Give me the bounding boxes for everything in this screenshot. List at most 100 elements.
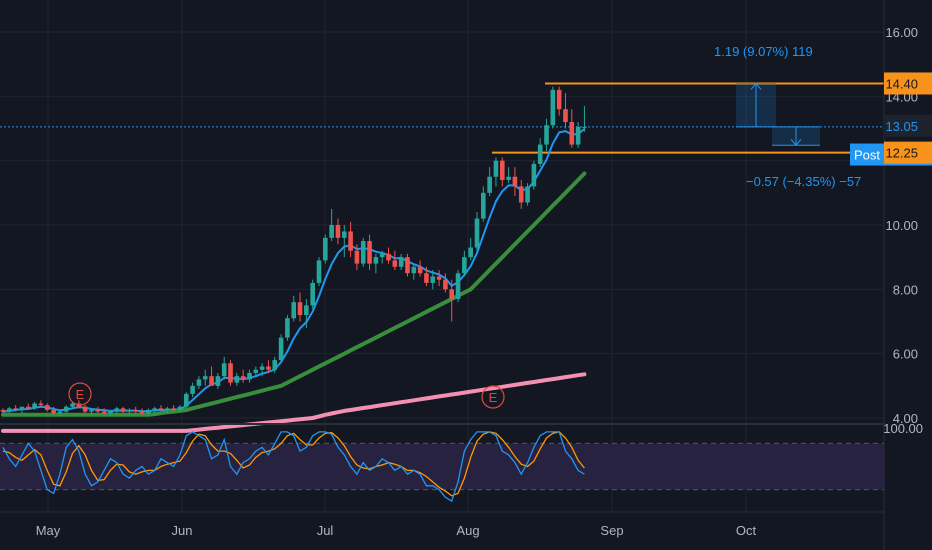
candle-body xyxy=(70,403,75,407)
candle-body xyxy=(139,411,145,414)
candle-body xyxy=(285,318,290,338)
candle-body xyxy=(101,411,107,414)
candle-body xyxy=(436,276,442,280)
candle-body xyxy=(348,231,353,251)
time-axis[interactable]: May Jun Jul Aug Sep Oct xyxy=(36,523,757,538)
candle-body xyxy=(323,237,328,261)
candle-body xyxy=(544,125,549,145)
moving-averages xyxy=(1,128,587,433)
candle-body xyxy=(379,253,385,258)
candle-body xyxy=(146,409,151,414)
price-tag-label: 13.05 xyxy=(885,119,918,134)
time-tick-label: Aug xyxy=(456,523,479,538)
candle-body xyxy=(386,253,391,261)
candle-body xyxy=(556,89,562,110)
candle-body xyxy=(582,126,587,128)
price-tick-label: 4.00 xyxy=(893,411,918,426)
moving-average-fast xyxy=(2,128,586,413)
candle-body xyxy=(183,393,189,407)
earnings-marker xyxy=(481,385,505,409)
candle-body xyxy=(329,224,334,238)
moving-average-mid xyxy=(1,171,587,417)
price-tag-label: 14.40 xyxy=(885,76,918,91)
price-tick-label: 6.00 xyxy=(893,347,918,362)
candle-body xyxy=(32,403,37,409)
candle-body xyxy=(455,273,461,299)
candle-body xyxy=(462,257,467,274)
candle-body xyxy=(120,408,126,412)
candle-body xyxy=(38,403,44,406)
candle-body xyxy=(165,408,170,410)
candle-body xyxy=(57,411,63,414)
candle-body xyxy=(234,376,240,383)
candle-body xyxy=(63,406,69,412)
price-tick-label: 8.00 xyxy=(893,282,918,297)
candle-body xyxy=(209,376,214,386)
candle-body xyxy=(253,369,259,373)
candle-body xyxy=(7,408,12,412)
candle-body xyxy=(95,409,101,412)
candle-body xyxy=(278,337,284,361)
candle-body xyxy=(291,302,297,319)
candle-body xyxy=(310,282,315,306)
candle-body xyxy=(259,366,265,370)
candle-body xyxy=(537,144,543,164)
candle-body xyxy=(417,266,423,274)
candle-body xyxy=(392,260,398,267)
time-tick-label: Sep xyxy=(600,523,623,538)
candle-body xyxy=(44,405,50,410)
candle-body xyxy=(133,409,139,412)
candle-body xyxy=(108,411,113,414)
candle-body xyxy=(221,363,227,377)
candle-body xyxy=(499,160,505,180)
candle-body xyxy=(525,186,530,203)
candle-body xyxy=(575,126,581,145)
candle-body xyxy=(240,376,246,380)
candle-body xyxy=(367,241,372,264)
candle-body xyxy=(0,409,6,412)
candle-body xyxy=(202,376,208,380)
stochastic-d-line xyxy=(2,431,585,497)
candle-body xyxy=(424,273,429,283)
candle-body xyxy=(89,409,94,412)
candle-body xyxy=(468,247,473,258)
measure-annotations: 1.19 (9.07%) 119 −0.57 (−4.35%) −57 xyxy=(714,44,861,189)
candles xyxy=(0,86,587,417)
candle-body xyxy=(114,408,120,412)
candle-body xyxy=(360,241,366,264)
time-tick-label: May xyxy=(36,523,61,538)
earnings-marker-label: E xyxy=(489,390,498,405)
candle-body xyxy=(335,224,341,238)
stochastic-lines xyxy=(2,431,585,503)
measure-arrowhead xyxy=(750,82,762,90)
candle-body xyxy=(563,109,568,123)
candle-body xyxy=(304,305,309,316)
candle-body xyxy=(297,302,303,316)
price-tag xyxy=(884,72,932,95)
price-tag xyxy=(884,114,932,137)
candle-body xyxy=(411,266,417,274)
earnings-marker-label: E xyxy=(76,387,85,402)
candle-body xyxy=(512,176,518,187)
candle-body xyxy=(341,231,347,238)
candle-body xyxy=(127,409,132,412)
candle-body xyxy=(177,406,183,410)
candle-body xyxy=(13,408,18,410)
measure-arrowhead xyxy=(790,138,802,147)
price-tick-label: 10.00 xyxy=(885,218,918,233)
earnings-marker xyxy=(68,382,92,406)
price-tag xyxy=(884,141,932,164)
price-tick-label: 16.00 xyxy=(885,25,918,40)
candle-body xyxy=(487,176,492,193)
price-tag-prefix: Post xyxy=(854,148,880,163)
candle-body xyxy=(405,257,410,274)
candle-body xyxy=(196,379,202,386)
candle-body xyxy=(82,406,88,412)
candle-body xyxy=(215,376,221,386)
candle-body xyxy=(493,160,499,177)
candle-body xyxy=(25,406,31,409)
time-tick-label: Jun xyxy=(172,523,193,538)
candle-body xyxy=(158,408,164,410)
